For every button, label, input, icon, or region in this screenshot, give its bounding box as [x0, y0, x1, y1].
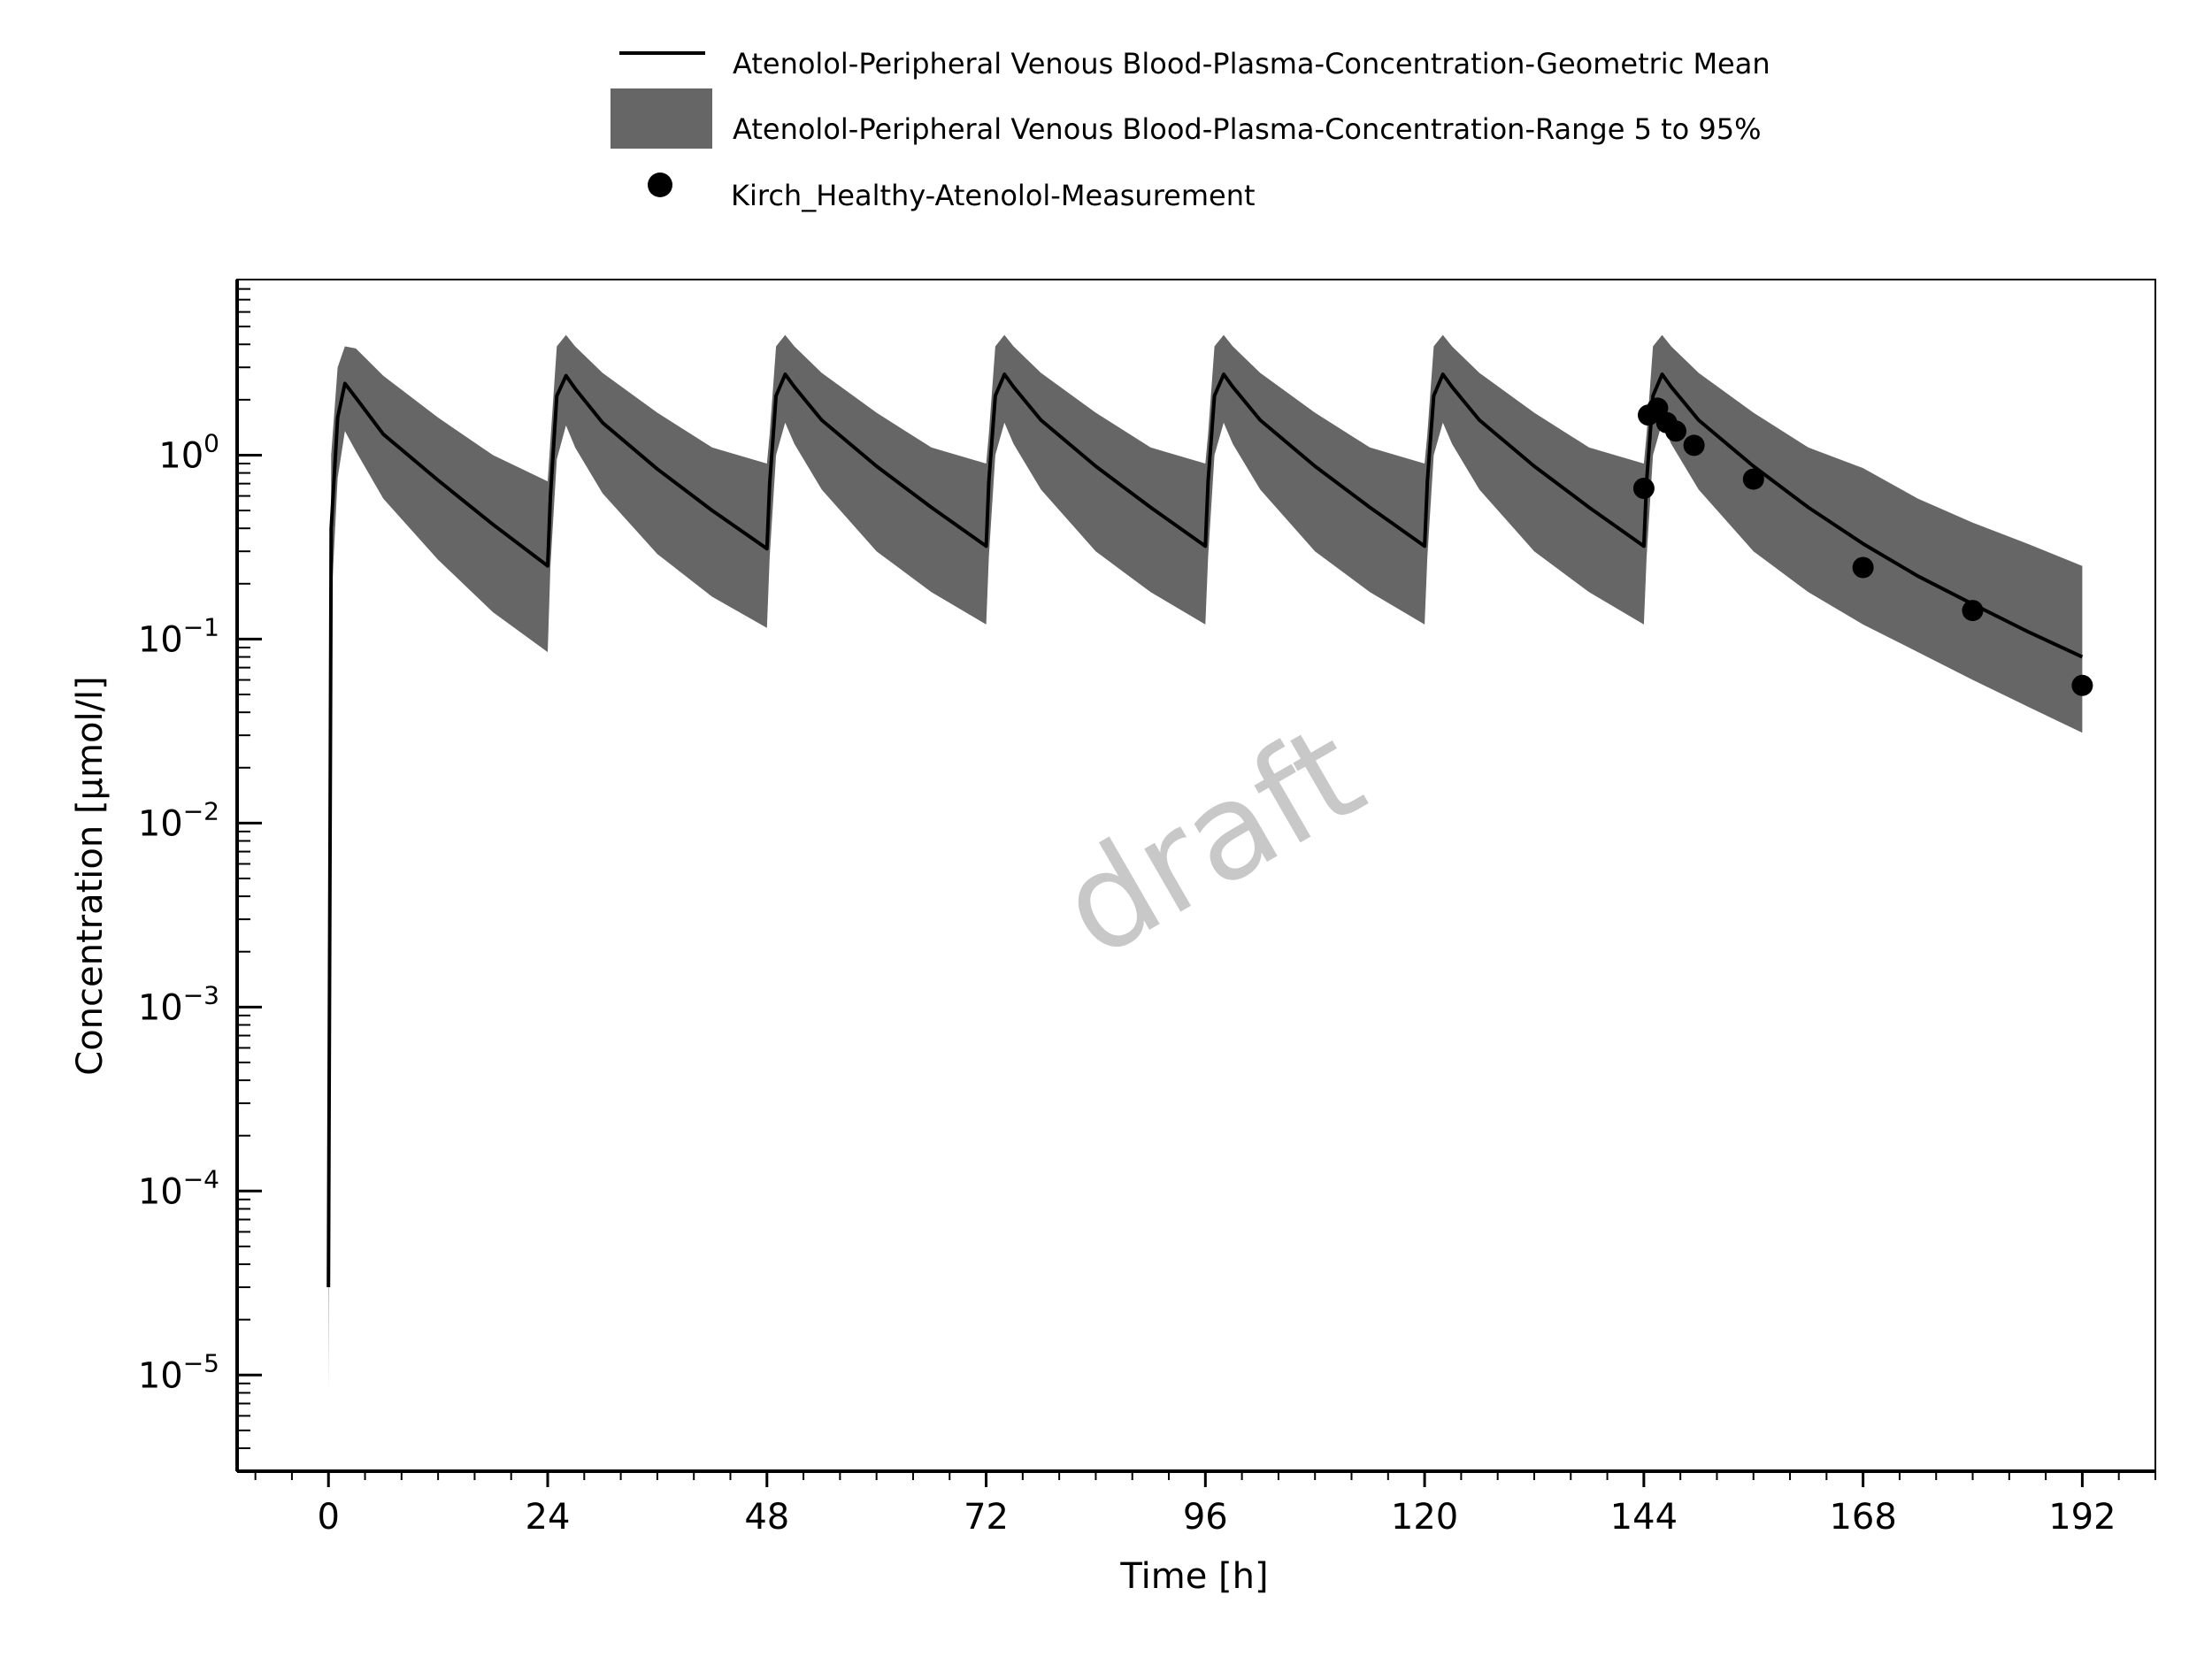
x-tick-label: 48	[744, 1497, 789, 1538]
y-tick-label: 10−1	[138, 612, 219, 660]
measurement-point	[1742, 468, 1764, 490]
legend-range-label: Atenolol-Peripheral Venous Blood-Plasma-…	[733, 112, 1762, 146]
measurement-point	[1665, 420, 1686, 442]
geometric-mean-line	[326, 372, 2084, 1288]
x-tick-label: 0	[318, 1497, 340, 1538]
y-tick-label: 10−5	[138, 1348, 219, 1396]
x-axis-title: Time [h]	[1119, 1556, 1268, 1597]
measurement-point	[2071, 674, 2093, 696]
plot-area	[326, 334, 2093, 1393]
legend-mean-label: Atenolol-Peripheral Venous Blood-Plasma-…	[733, 47, 1770, 81]
y-axis-title: Concentration [µmol/l]	[70, 676, 111, 1075]
y-tick-label: 10−3	[138, 980, 219, 1028]
x-tick-label: 72	[964, 1497, 1009, 1538]
range-band	[328, 334, 2083, 1393]
y-tick-label: 10−4	[138, 1164, 219, 1212]
legend-measurement-marker	[648, 173, 672, 197]
measurement-point	[1962, 600, 1984, 622]
legend-measurement-label: Kirch_Healthy-Atenolol-Measurement	[731, 179, 1256, 212]
legend-range-swatch	[611, 88, 712, 149]
measurement-point	[1632, 478, 1655, 499]
x-tick-label: 168	[1829, 1497, 1896, 1538]
legend: Atenolol-Peripheral Venous Blood-Plasma-…	[611, 47, 1770, 212]
watermark: draft	[1036, 696, 1387, 988]
measurement-point	[1852, 556, 1874, 579]
x-tick-label: 96	[1183, 1497, 1228, 1538]
y-tick-label: 100	[158, 428, 219, 476]
x-tick-label: 144	[1610, 1497, 1678, 1538]
x-tick-label: 192	[2048, 1497, 2116, 1538]
y-tick-label: 10−2	[138, 796, 219, 844]
x-axis: 0 24 48 72 96 120 144 168 192	[237, 1469, 2156, 1538]
y-axis: 100 10−1 10−2 10−3 10−4 10−5	[138, 279, 262, 1472]
x-tick-label: 120	[1391, 1497, 1458, 1538]
x-tick-label: 24	[526, 1497, 571, 1538]
measurement-point	[1683, 434, 1705, 456]
